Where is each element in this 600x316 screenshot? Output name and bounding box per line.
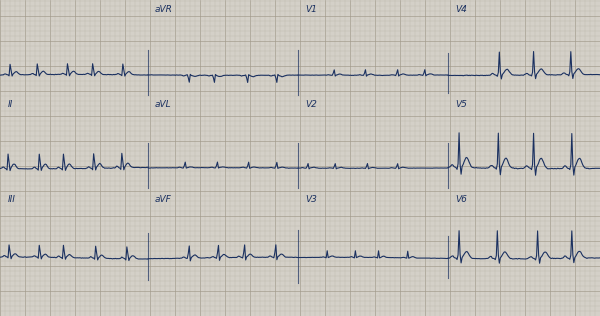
Text: V4: V4 xyxy=(455,5,467,14)
Text: V5: V5 xyxy=(455,100,467,109)
Text: aVF: aVF xyxy=(155,195,172,204)
Text: V2: V2 xyxy=(305,100,317,109)
Text: V3: V3 xyxy=(305,195,317,204)
Text: V6: V6 xyxy=(455,195,467,204)
Text: aVR: aVR xyxy=(155,5,173,14)
Text: aVL: aVL xyxy=(155,100,172,109)
Text: II: II xyxy=(8,100,13,109)
Text: V1: V1 xyxy=(305,5,317,14)
Text: III: III xyxy=(8,195,16,204)
